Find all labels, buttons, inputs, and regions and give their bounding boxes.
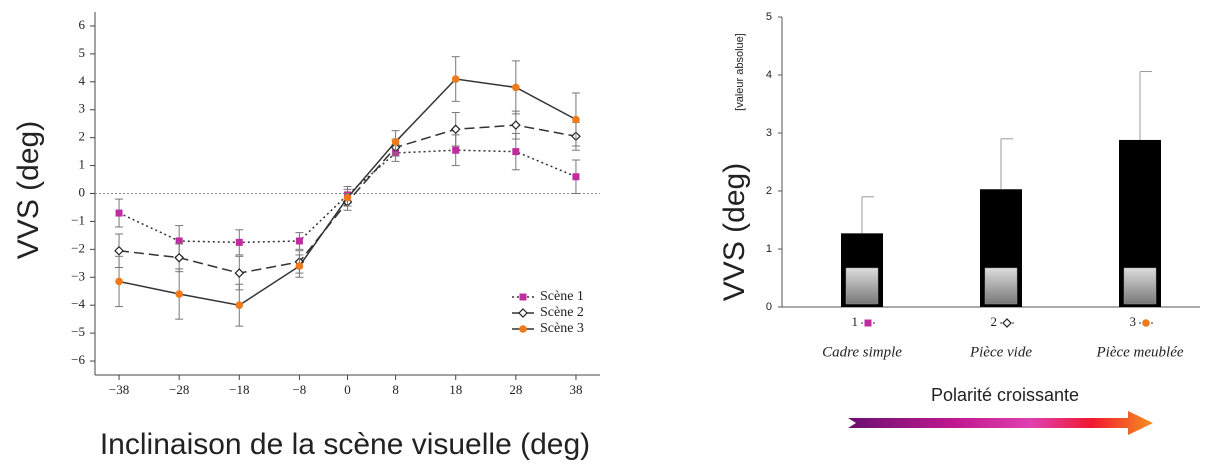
annotation: Polarité croissante xyxy=(931,385,1079,405)
y-axis-subtitle: [valeur absolue] xyxy=(734,33,746,111)
legend-label: Scène 1 xyxy=(540,289,584,304)
y-tick-label: 6 xyxy=(79,17,86,32)
legend-marker xyxy=(518,308,528,318)
marker xyxy=(235,238,243,246)
marker xyxy=(295,237,303,245)
marker xyxy=(512,83,520,92)
category-name: Cadre simple xyxy=(822,344,902,360)
y-tick-label: 0 xyxy=(79,184,86,199)
marker xyxy=(114,245,124,256)
category-marker xyxy=(864,319,872,327)
x-tick-label: −8 xyxy=(292,382,306,397)
x-tick-label: −38 xyxy=(109,382,129,397)
room-thumbnail xyxy=(845,267,879,305)
marker xyxy=(572,173,580,181)
room-thumbnail xyxy=(984,267,1018,305)
marker xyxy=(175,290,183,298)
marker xyxy=(452,146,460,154)
y-axis-title: VVS (deg) xyxy=(12,121,45,259)
x-tick-label: 38 xyxy=(569,382,582,397)
marker xyxy=(572,115,580,124)
y-tick-label: 3 xyxy=(766,127,772,139)
marker xyxy=(451,75,460,83)
marker xyxy=(175,237,183,245)
category-marker xyxy=(1002,318,1012,328)
x-tick-label: 1 xyxy=(852,314,859,329)
marker xyxy=(115,277,123,286)
marker xyxy=(295,262,304,270)
legend-marker xyxy=(519,325,527,333)
legend-label: Scène 2 xyxy=(540,305,584,320)
y-tick-label: −3 xyxy=(71,268,85,283)
series-line xyxy=(118,149,577,244)
y-tick-label: 4 xyxy=(79,73,86,88)
marker xyxy=(174,252,185,263)
y-tick-label: 4 xyxy=(766,69,772,81)
x-tick-label: 3 xyxy=(1130,314,1137,329)
y-axis-title: VVS (deg) xyxy=(718,163,751,301)
marker xyxy=(115,209,123,217)
y-tick-label: 5 xyxy=(766,11,772,23)
y-tick-label: 2 xyxy=(79,129,86,144)
y-tick-label: 1 xyxy=(766,243,772,255)
x-axis-title: Inclinaison de la scène visuelle (deg) xyxy=(100,428,590,461)
marker xyxy=(343,193,352,202)
x-tick-label: −28 xyxy=(169,382,189,397)
marker xyxy=(450,124,461,135)
x-tick-label: −18 xyxy=(229,382,249,397)
marker xyxy=(234,268,245,278)
y-tick-label: 5 xyxy=(79,45,86,60)
y-tick-label: 1 xyxy=(79,157,86,172)
legend-marker xyxy=(519,293,527,301)
category-marker xyxy=(1142,319,1150,327)
y-tick-label: −1 xyxy=(71,212,85,227)
y-tick-label: 2 xyxy=(766,185,772,197)
y-tick-label: −5 xyxy=(71,324,85,339)
marker xyxy=(235,301,244,309)
error-bar xyxy=(1139,71,1152,140)
x-tick-label: 0 xyxy=(344,382,351,397)
category-name: Pièce meublée xyxy=(1095,344,1183,360)
marker xyxy=(510,120,521,130)
x-tick-label: 2 xyxy=(991,314,998,329)
y-tick-label: 3 xyxy=(79,101,86,116)
legend-label: Scène 3 xyxy=(540,321,584,336)
marker xyxy=(512,148,520,156)
y-tick-label: 0 xyxy=(766,301,772,313)
y-tick-label: −6 xyxy=(71,352,85,367)
category-name: Pièce vide xyxy=(969,344,1032,360)
x-tick-label: 18 xyxy=(449,382,462,397)
y-tick-label: −2 xyxy=(71,240,85,255)
y-tick-label: −4 xyxy=(71,296,85,311)
error-bar xyxy=(861,196,874,234)
room-thumbnail xyxy=(1123,267,1157,305)
marker xyxy=(391,138,400,146)
x-tick-label: 8 xyxy=(392,382,399,397)
polarity-arrow xyxy=(848,411,1153,435)
error-bar xyxy=(1000,138,1013,190)
x-tick-label: 28 xyxy=(509,382,522,397)
